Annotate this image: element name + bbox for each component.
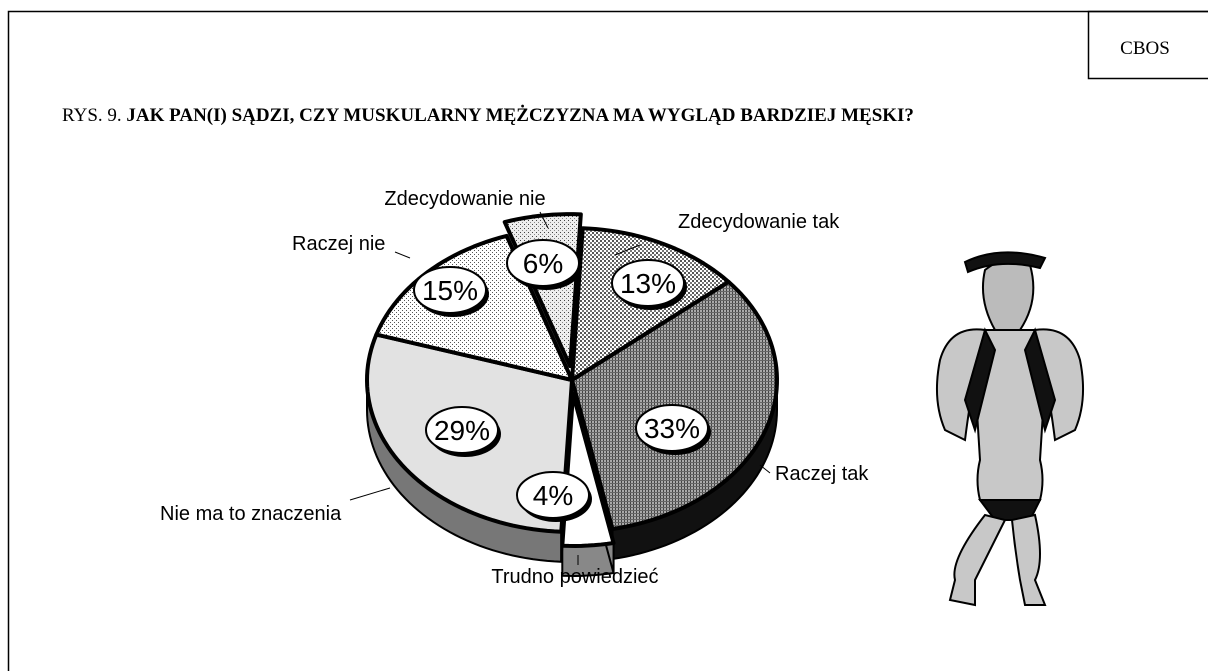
value-label: 15% [422,275,478,306]
figure-label: RYS. 9. [62,105,122,126]
value-label: 4% [533,480,573,511]
page: {"chart_data": {"type": "pie", "source":… [0,0,1208,671]
slice-label: Nie ma to znaczenia [160,503,342,525]
chart: CBOS RYS. 9. JAK PAN(I) SĄDZI, CZY MUSKU… [0,0,1208,671]
chart-title: JAK PAN(I) SĄDZI, CZY MUSKULARNY MĘŻCZYZ… [126,105,914,126]
source: CBOS [1120,38,1170,59]
slice-label: Trudno powiedzieć [491,566,658,588]
value-label: 6% [523,248,563,279]
slice-label: Raczej tak [775,463,869,485]
title: RYS. 9. JAK PAN(I) SĄDZI, CZY MUSKULARNY… [62,105,914,126]
illustration [937,252,1083,605]
value-label: 13% [620,268,676,299]
leader-line [395,252,410,258]
slice-label: Zdecydowanie nie [384,188,545,210]
value-label: 33% [644,413,700,444]
leader-line [350,488,390,500]
value-label: 29% [434,415,490,446]
slice-label: Zdecydowanie tak [678,211,840,233]
slice-label: Raczej nie [292,233,385,255]
